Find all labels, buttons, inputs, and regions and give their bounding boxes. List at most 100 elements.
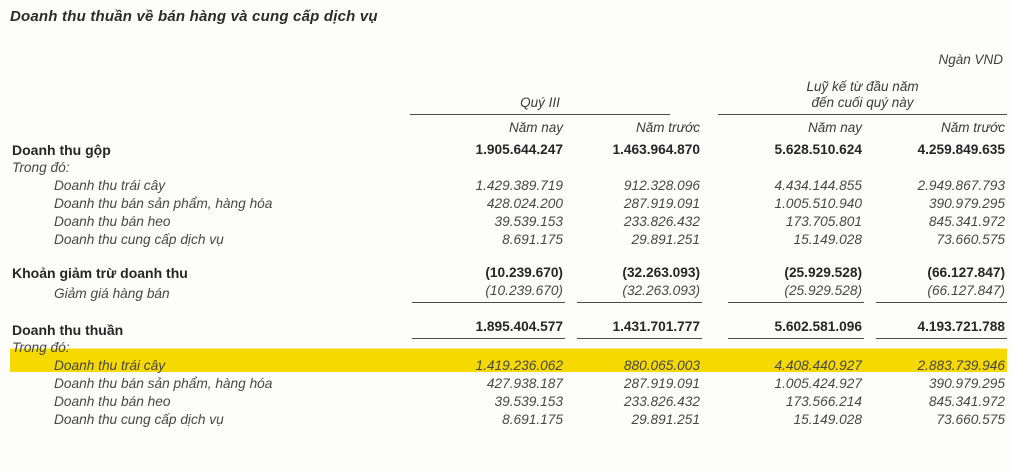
row-label: Doanh thu thuần (12, 322, 124, 338)
cell-value (400, 339, 565, 357)
cell-number: (32.263.093) (577, 282, 703, 303)
cell-number: 5.628.510.624 (774, 142, 863, 157)
table-row: Doanh thu bán sản phẩm, hàng hóa 428.024.… (10, 195, 1007, 213)
table-row: Doanh thu trái cây 1.429.389.719 912.328.0… (10, 177, 1007, 195)
cell-value: 39.539.153 (400, 213, 565, 231)
cell-value: 29.891.251 (565, 411, 702, 429)
cell-value: 173.566.214 (716, 393, 864, 411)
cell-number: 1.431.701.777 (577, 318, 703, 339)
column-header-q-current: Năm nay (508, 120, 563, 135)
row-label: Khoản giảm trừ doanh thu (12, 265, 188, 281)
cell-value: 390.979.295 (864, 195, 1007, 213)
cell-number: 1.905.644.247 (475, 142, 563, 157)
cell-value: 4.408.440.927 (716, 357, 865, 375)
cell-number: 15.149.028 (793, 232, 863, 247)
cell-value: (32.263.093) (565, 249, 702, 282)
cell-value: 8.691.175 (400, 411, 565, 429)
currency-unit-note: Ngàn VND (938, 52, 1003, 67)
cell-number: 390.979.295 (928, 196, 1006, 211)
row-label: Trong đó: (12, 160, 70, 175)
cell-number (862, 160, 864, 175)
column-header-ytd-current: Năm nay (807, 120, 863, 135)
column-header-row: Năm nay Năm trước Năm nay Năm trước (10, 115, 1007, 138)
cell-number: 8.691.175 (502, 412, 563, 427)
column-header-q-prior: Năm trước (636, 120, 701, 135)
table-row: Trong đó: (10, 159, 1007, 177)
cell-value: 1.429.389.719 (400, 177, 565, 195)
table-row: Doanh thu cung cấp dịch vụ 8.691.175 29.89… (10, 231, 1007, 249)
cell-number: 287.919.091 (623, 196, 701, 211)
cell-value: 427.938.187 (400, 375, 565, 393)
cell-value: 1.463.964.870 (565, 138, 702, 159)
table-row: Doanh thu gộp 1.905.644.247 1.463.964.870 5… (10, 138, 1007, 159)
row-label: Doanh thu trái cây (54, 178, 166, 193)
cell-value: (66.127.847) (864, 282, 1008, 303)
cell-value: 173.705.801 (716, 213, 864, 231)
column-gap (702, 231, 716, 249)
row-label: Doanh thu gộp (12, 142, 111, 158)
cell-number: 287.919.091 (623, 376, 701, 391)
group-header-quarter: Quý III (400, 79, 702, 115)
row-label: Giảm giá hàng bán (54, 286, 170, 301)
column-gap (702, 115, 716, 138)
cell-value: (25.929.528) (716, 282, 865, 303)
row-label: Trong đó: (10, 339, 400, 357)
cell-number: (32.263.093) (622, 265, 701, 280)
row-label: Doanh thu bán heo (54, 394, 171, 409)
table-row: Doanh thu bán heo 39.539.153 233.826.432 17… (10, 213, 1007, 231)
cell-value: 15.149.028 (716, 231, 864, 249)
column-gap (702, 357, 717, 375)
row-label: Doanh thu bán sản phẩm, hàng hóa (54, 196, 273, 211)
cell-value: 5.628.510.624 (716, 138, 864, 159)
table-row: Giảm giá hàng bán (10.239.670) (32.263.093… (10, 282, 1008, 303)
cell-number: 173.705.801 (785, 214, 863, 229)
cell-number (700, 160, 702, 175)
column-header-spacer (10, 115, 400, 138)
cell-number: 4.408.440.927 (774, 358, 863, 373)
cell-number (563, 160, 565, 175)
group-ytd-label: Luỹ kế từ đầu năm đến cuối quý này (718, 79, 1008, 115)
cell-number: 1.419.236.062 (475, 358, 563, 373)
cell-number: 880.065.003 (623, 358, 701, 373)
cell-value: (10.239.670) (400, 282, 565, 303)
column-header-ytd-prior: Năm trước (941, 120, 1006, 135)
cell-number (700, 340, 702, 355)
cell-value: 287.919.091 (565, 375, 702, 393)
table-row: Doanh thu bán heo 39.539.153 233.826.432 17… (10, 393, 1007, 411)
group-ytd-line1: Luỹ kế từ đầu năm (806, 79, 919, 94)
cell-number: 4.193.721.788 (876, 318, 1008, 339)
cell-value: 4.193.721.788 (864, 303, 1008, 339)
cell-value: 2.949.867.793 (864, 177, 1007, 195)
cell-number: 8.691.175 (502, 232, 563, 247)
cell-value: 390.979.295 (864, 375, 1007, 393)
cell-number: 2.883.739.946 (917, 358, 1006, 373)
table-row: Doanh thu thuần 1.895.404.577 1.431.701.77… (10, 303, 1008, 339)
cell-number: 39.539.153 (494, 394, 563, 409)
cell-value: 1.005.510.940 (716, 195, 864, 213)
cell-value: 1.895.404.577 (400, 303, 565, 339)
cell-value: (10.239.670) (400, 249, 565, 282)
cell-value (400, 159, 565, 177)
cell-number: 73.660.575 (936, 412, 1006, 427)
cell-number: 4.434.144.855 (774, 178, 863, 193)
column-gap (702, 411, 716, 429)
cell-number: 39.539.153 (494, 214, 563, 229)
table-row: Doanh thu cung cấp dịch vụ 8.691.175 29.89… (10, 411, 1007, 429)
group-ytd-line2: đến cuối quý này (811, 95, 914, 110)
cell-number: (25.929.528) (784, 265, 863, 280)
table-row: Doanh thu trái cây 1.419.236.062 880.065.0… (10, 357, 1008, 375)
cell-value: 287.919.091 (565, 195, 702, 213)
cell-value: 29.891.251 (565, 231, 702, 249)
cell-number: 912.328.096 (623, 178, 701, 193)
cell-number: 1.429.389.719 (475, 178, 563, 193)
cell-value: 1.419.236.062 (400, 357, 565, 375)
cell-number: 390.979.295 (928, 376, 1006, 391)
cell-number: 29.891.251 (631, 232, 701, 247)
column-gap (702, 177, 716, 195)
column-gap (702, 213, 716, 231)
cell-value: 233.826.432 (565, 213, 702, 231)
cell-value (565, 159, 702, 177)
table-row: Khoản giảm trừ doanh thu (10.239.670) (32.… (10, 249, 1007, 282)
cell-number: 4.259.849.635 (917, 142, 1006, 157)
